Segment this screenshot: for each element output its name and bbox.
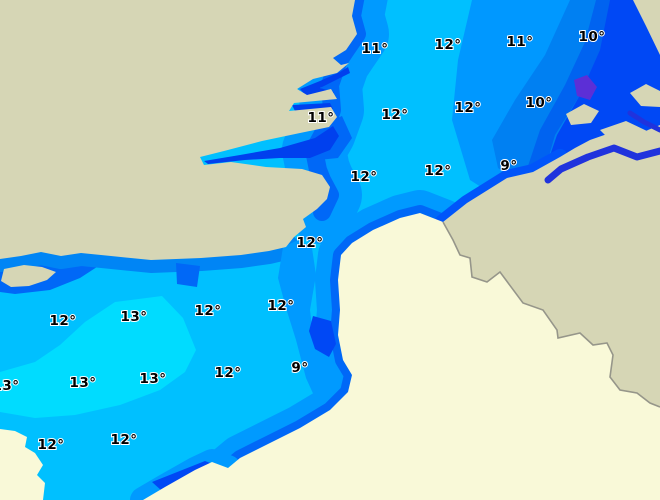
nearshore-patch-hastings	[176, 263, 200, 287]
temp-label: 13°	[139, 371, 166, 387]
temp-label: 12°	[37, 437, 64, 453]
temp-label: 12°	[424, 163, 451, 179]
boulogne-cold-patch	[309, 316, 336, 357]
temp-label: 12°	[194, 303, 221, 319]
temp-label: 12°	[381, 107, 408, 123]
delta-island	[566, 104, 599, 125]
normandy-coast-land	[0, 429, 45, 500]
temp-label: 12°	[454, 100, 481, 116]
delta-island	[630, 84, 660, 107]
temp-labels-layer: 11° 12° 11° 10° 11° 12° 12° 10° 12° 12° 9° 12° 12° 13…	[0, 28, 606, 454]
temp-band-9	[528, 0, 618, 170]
belgium-netherlands-landmass	[443, 125, 660, 407]
isle-of-wight	[1, 265, 56, 287]
delta-island	[600, 121, 647, 143]
thames-estuary-water	[204, 126, 339, 164]
delta-mainland-corner	[633, 0, 660, 55]
oosterschelde-channel	[627, 110, 660, 133]
temp-label: 12°	[434, 37, 461, 53]
national-border	[442, 221, 660, 408]
france-landmass	[143, 213, 660, 500]
temp-label: 12°	[296, 235, 323, 251]
temp-label: 13°	[0, 378, 20, 394]
coldest-patch-purple	[574, 75, 597, 100]
temp-label: 10°	[578, 29, 605, 45]
blackwater-estuary-water	[300, 67, 350, 100]
temp-label: 12°	[110, 432, 137, 448]
temp-label: 9°	[291, 360, 308, 376]
temp-label: 13°	[69, 375, 96, 391]
temp-label: 13°	[120, 309, 147, 325]
westerschelde-channel	[544, 144, 660, 184]
temp-label: 11°	[506, 34, 533, 50]
temp-label: 10°	[525, 95, 552, 111]
somme-estuary-water	[152, 461, 213, 491]
temp-label: 12°	[214, 365, 241, 381]
temp-label: 12°	[350, 169, 377, 185]
temp-label: 11°	[361, 41, 388, 57]
temp-label: 11°	[307, 110, 334, 126]
england-landmass	[0, 0, 357, 260]
temp-label: 9°	[500, 158, 517, 174]
temp-band-13	[0, 296, 196, 418]
temp-label: 12°	[267, 298, 294, 314]
temp-label: 12°	[49, 313, 76, 329]
